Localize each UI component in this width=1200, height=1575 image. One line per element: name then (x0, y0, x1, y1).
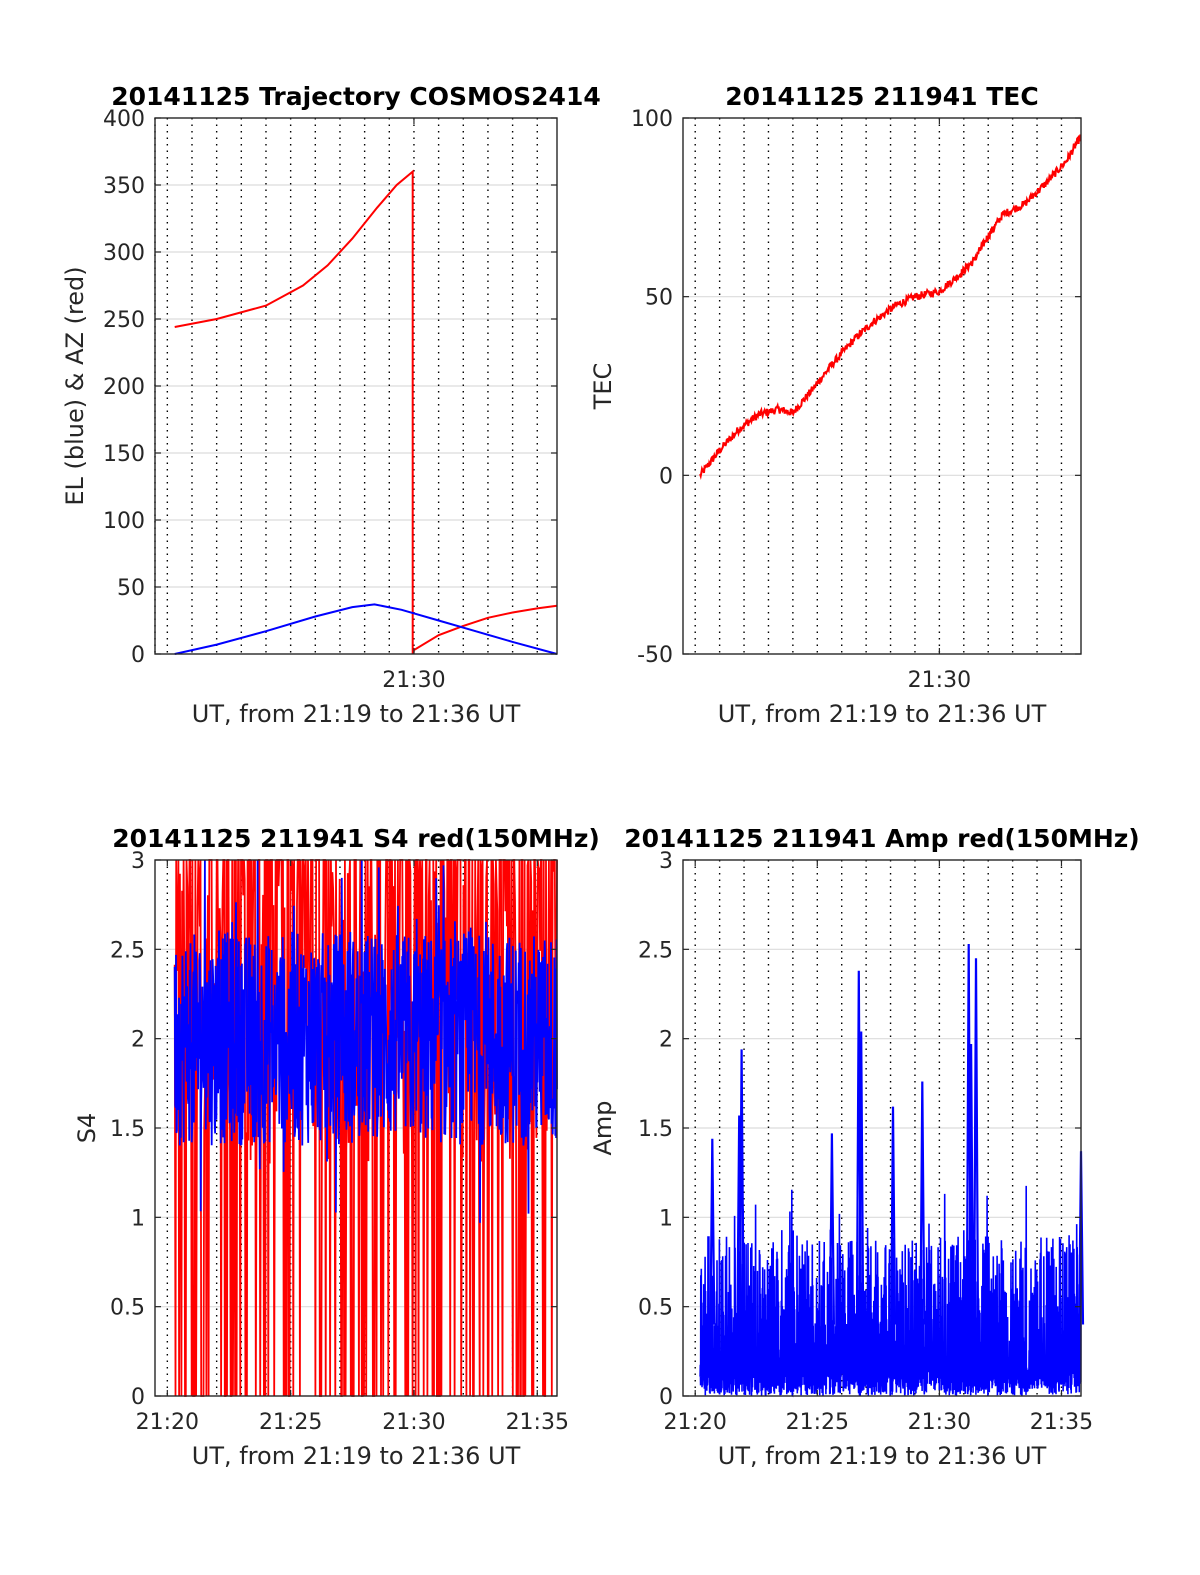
amp-peak (889, 1106, 897, 1343)
y-tick-label: 0 (659, 1385, 673, 1410)
x-tick-label: 21:30 (382, 1410, 445, 1435)
y-tick-label: 100 (631, 107, 673, 132)
y-tick-label: 2 (131, 1028, 145, 1053)
y-tick-label: 400 (103, 107, 145, 132)
az-series-line (174, 169, 558, 655)
x-tick-label: 21:30 (908, 1410, 971, 1435)
y-tick-label: 300 (103, 241, 145, 266)
amp-plot (699, 943, 1085, 1398)
el-series-line (174, 603, 558, 655)
x-tick-label: 21:35 (1030, 1410, 1093, 1435)
tec-plot (699, 134, 1082, 480)
x-tick-label: 21:20 (664, 1410, 727, 1435)
y-tick-label: 3 (659, 849, 673, 874)
s4-panel: 0 0.5 1 1.5 2 2.5 3 21:20 21:25 21:30 21:35 2014112… (73, 824, 600, 1470)
y-tick-label: 0.5 (638, 1296, 673, 1321)
y-tick-label: 2 (659, 1028, 673, 1053)
tec-ylabel: TEC (589, 363, 617, 411)
amp-title: 20141125 211941 Amp red(150MHz) (624, 824, 1140, 853)
amp-peak (858, 1031, 865, 1343)
x-tick-label: 21:25 (786, 1410, 849, 1435)
s4-blue-series-line (173, 859, 558, 1223)
amp-peak (919, 1081, 926, 1343)
y-tick-label: 0 (659, 464, 673, 489)
trajectory-plot (174, 169, 558, 655)
amp-series-line (699, 1185, 1082, 1398)
amp-peak (709, 1138, 716, 1343)
y-tick-label: 1 (131, 1206, 145, 1231)
tec-panel: -50 0 50 100 21:30 20141125 211941 TEC UT, fro… (589, 82, 1082, 728)
amp-ylabel: Amp (589, 1100, 617, 1155)
y-tick-label: 3 (131, 849, 145, 874)
amp-peak (736, 1115, 743, 1343)
tec-xlabel: UT, from 21:19 to 21:36 UT (718, 700, 1047, 728)
x-tick-label: 21:25 (259, 1410, 322, 1435)
x-tick-label: 21:30 (908, 668, 971, 693)
x-tick-label: 21:35 (506, 1410, 569, 1435)
tec-series-line (699, 134, 1082, 480)
axes-box (682, 117, 1082, 655)
y-tick-label: -50 (637, 643, 673, 668)
s4-title: 20141125 211941 S4 red(150MHz) (112, 824, 600, 853)
y-tick-label: 150 (103, 442, 145, 467)
y-tick-label: 2.5 (110, 938, 145, 963)
tec-title: 20141125 211941 TEC (725, 82, 1038, 111)
amp-peak (972, 958, 980, 1343)
s4-xlabel: UT, from 21:19 to 21:36 UT (192, 1442, 521, 1470)
trajectory-xlabel: UT, from 21:19 to 21:36 UT (192, 700, 521, 728)
y-tick-label: 350 (103, 174, 145, 199)
y-tick-label: 1.5 (110, 1117, 145, 1142)
amp-xlabel: UT, from 21:19 to 21:36 UT (718, 1442, 1047, 1470)
y-tick-label: 1.5 (638, 1117, 673, 1142)
y-tick-label: 1 (659, 1206, 673, 1231)
y-tick-label: 0.5 (110, 1296, 145, 1321)
s4-plot (173, 859, 558, 1397)
y-tick-label: 50 (117, 576, 145, 601)
y-tick-label: 200 (103, 375, 145, 400)
trajectory-title: 20141125 Trajectory COSMOS2414 (111, 82, 601, 111)
amp-panel: 0 0.5 1 1.5 2 2.5 3 21:20 21:25 21:30 21:35 2014112… (589, 824, 1140, 1470)
s4-ylabel: S4 (73, 1113, 101, 1144)
amp-peak (828, 1133, 835, 1343)
x-tick-label: 21:30 (382, 668, 445, 693)
y-tick-label: 250 (103, 308, 145, 333)
y-tick-label: 0 (131, 643, 145, 668)
y-tick-label: 50 (645, 286, 673, 311)
x-tick-label: 21:20 (136, 1410, 199, 1435)
y-tick-label: 2.5 (638, 938, 673, 963)
trajectory-panel: 0 50 100 150 200 250 300 350 400 21:30 20141125 Tr… (61, 82, 601, 728)
y-tick-label: 0 (131, 1385, 145, 1410)
y-tick-label: 100 (103, 509, 145, 534)
trajectory-ylabel: EL (blue) & AZ (red) (61, 266, 89, 505)
amp-peak (968, 1043, 975, 1343)
